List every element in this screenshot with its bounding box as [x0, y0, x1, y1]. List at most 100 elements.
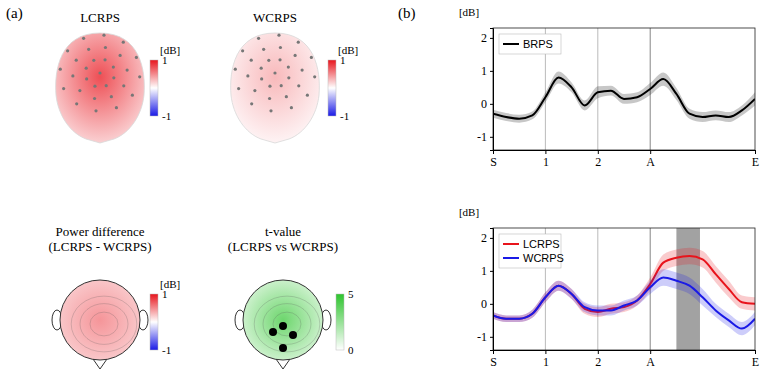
electrode	[102, 34, 105, 37]
y-tick-mark	[490, 238, 493, 239]
topomap-title: WCRPS	[253, 10, 297, 25]
electrode	[277, 34, 280, 37]
electrode	[278, 58, 281, 61]
contour	[80, 304, 128, 345]
electrode	[138, 75, 141, 78]
x-tick-mark	[545, 150, 546, 154]
y-tick: -1	[477, 130, 493, 144]
x-tick: S	[490, 350, 497, 369]
y-tick-mark	[490, 137, 493, 138]
electrode	[250, 102, 253, 105]
contour	[254, 296, 320, 352]
electrode	[257, 37, 260, 40]
electrode	[131, 94, 134, 97]
electrode	[250, 59, 253, 62]
series-line	[493, 277, 755, 328]
y-tick-label: 0	[481, 297, 487, 311]
colorbar-tick-label: 0	[348, 344, 354, 356]
series-line	[493, 77, 755, 118]
electrode	[237, 87, 240, 90]
y-tick-label: -1	[477, 130, 487, 144]
legend-label: WCRPS	[523, 252, 564, 264]
topomap: t-value(LCRPS vs WCRPS)05	[228, 224, 354, 369]
topomap-field	[243, 280, 323, 360]
electrode	[126, 68, 129, 71]
electrode	[297, 41, 300, 44]
x-tick-mark	[755, 150, 756, 154]
colorbar	[150, 294, 158, 350]
electrode	[78, 89, 81, 92]
x-tick: 1	[543, 150, 549, 169]
significant-electrode	[279, 344, 287, 352]
electrode	[85, 77, 88, 80]
x-tick: 2	[595, 350, 601, 369]
electrode	[75, 59, 78, 62]
electrode	[297, 84, 300, 87]
electrode	[98, 71, 101, 74]
x-tick-label: S	[490, 355, 497, 369]
line-chart: S12AE-1012[dB]BRPS	[459, 6, 759, 169]
y-tick: 2	[481, 31, 493, 45]
electrode	[104, 46, 107, 49]
colorbar-tick-label: 1	[162, 54, 168, 66]
electrode	[122, 41, 125, 44]
panel-label: (a)	[6, 5, 23, 22]
electrode	[119, 54, 122, 57]
x-tick: E	[752, 150, 759, 169]
x-tick-label: A	[646, 155, 655, 169]
y-tick-mark	[490, 104, 493, 105]
electrode	[290, 106, 293, 109]
colorbar-tick-label: 1	[162, 288, 168, 300]
x-axis-line	[494, 351, 756, 355]
electrode	[135, 56, 138, 59]
y-tick-label: 1	[481, 64, 487, 78]
legend-label: BRPS	[523, 38, 553, 50]
electrode	[93, 85, 96, 88]
y-axis-line	[490, 29, 494, 151]
colorbar-tick-label: 5	[348, 288, 354, 300]
legend-swatch	[503, 257, 519, 259]
colorbar-tick-label: -1	[162, 110, 171, 122]
y-tick-mark	[490, 71, 493, 72]
electrode	[59, 68, 62, 71]
topomap-title: Power difference	[56, 224, 145, 239]
error-band	[493, 72, 755, 123]
y-tick: 1	[481, 64, 493, 78]
x-tick-label: 1	[543, 355, 549, 369]
electrode	[62, 87, 65, 90]
x-tick: S	[490, 150, 497, 169]
y-tick-mark	[490, 337, 493, 338]
legend-label: LCRPS	[523, 238, 560, 250]
electrode	[279, 46, 282, 49]
topomap-title: t-value	[265, 224, 301, 239]
y-tick-label: 0	[481, 97, 487, 111]
electrode	[234, 68, 237, 71]
plot-frame	[493, 28, 755, 150]
electrode	[268, 85, 271, 88]
electrode	[82, 37, 85, 40]
electrode	[105, 84, 108, 87]
y-axis-label: [dB]	[459, 6, 479, 18]
topomap-title: LCRPS	[80, 10, 120, 25]
x-axis: S12AE	[490, 150, 759, 169]
topomap: LCRPS[dB]-11	[56, 10, 181, 143]
contour	[90, 312, 118, 336]
topomap: WCRPS[dB]-11	[231, 10, 359, 143]
line-chart: S12AE-1012[dB]LCRPSWCRPS	[459, 206, 759, 369]
contour	[71, 296, 137, 352]
electrode	[287, 76, 290, 79]
x-tick-label: 1	[543, 155, 549, 169]
colorbar	[150, 60, 158, 116]
x-tick-label: 2	[595, 355, 601, 369]
electrode	[294, 54, 297, 57]
electrode	[268, 97, 271, 100]
electrode	[122, 84, 125, 87]
x-tick-label: S	[490, 155, 497, 169]
y-tick: 0	[481, 297, 493, 311]
colorbar	[336, 294, 344, 350]
electrode	[287, 65, 290, 68]
topomap-field	[60, 280, 140, 360]
grid-line	[597, 228, 598, 350]
legend-box	[499, 34, 561, 54]
topomap-field	[231, 33, 320, 143]
